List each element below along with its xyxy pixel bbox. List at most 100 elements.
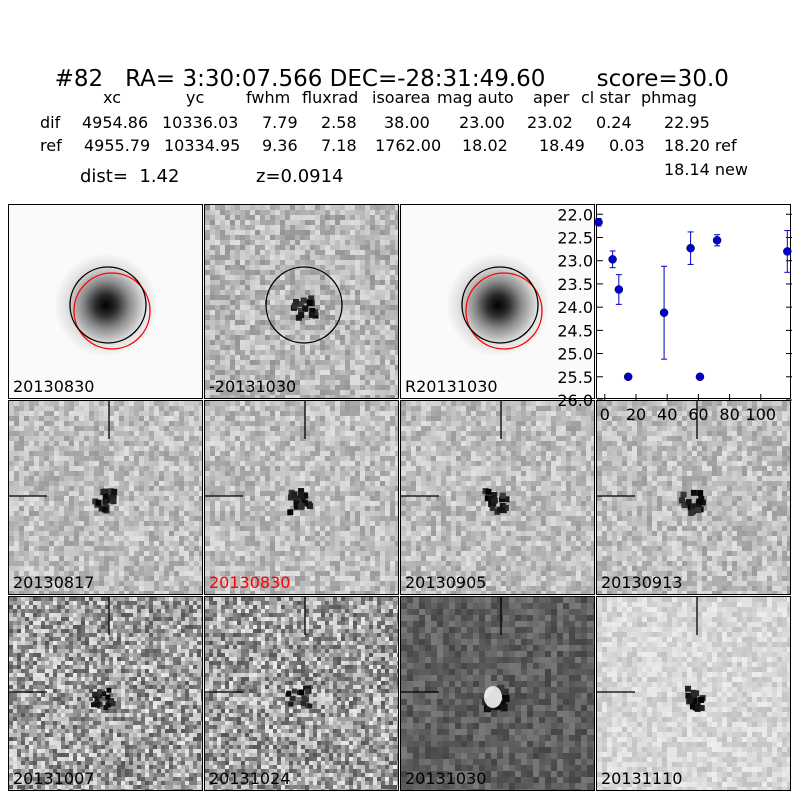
x-tick-label: 0 — [600, 405, 610, 424]
y-tick-label: 22.0 — [557, 205, 593, 224]
row-label: ref — [40, 136, 62, 155]
x-tick-label: 20 — [626, 405, 646, 424]
light-curve-chart: 22.0 22.5 23.0 23.5 24.0 24.5 25.0 25.5 26.0 0 20 4… — [557, 204, 792, 424]
stamp-date-label: 20130830 — [13, 377, 95, 396]
table-cell: 38.00 — [384, 113, 430, 132]
table-cell: 7.18 — [321, 136, 357, 155]
data-point — [659, 265, 669, 360]
stamp-date-label: R20131030 — [405, 377, 498, 396]
candidate-id: #82 — [54, 66, 104, 92]
y-tick-label: 22.5 — [557, 229, 593, 248]
stamp-date-label: 20131030 — [405, 769, 487, 788]
data-point — [686, 231, 695, 265]
stamp-image — [401, 401, 594, 594]
x-tick-label: 40 — [657, 405, 677, 424]
table-cell: 23.02 — [527, 113, 573, 132]
image-stamp: 20131030 — [400, 596, 595, 791]
col-header: fluxrad — [302, 88, 359, 107]
image-stamp: 20131007 — [8, 596, 203, 791]
image-stamp: 20131024 — [204, 596, 399, 791]
y-tick-label: 25.5 — [557, 368, 593, 387]
data-point — [608, 250, 617, 269]
image-stamp: R20131030 — [400, 204, 595, 399]
stamp-date-label: 20131024 — [209, 769, 291, 788]
table-cell: 4954.86 — [82, 113, 149, 132]
stamp-date-label: 20130830 — [209, 573, 291, 592]
aperture-circle-red — [73, 272, 151, 350]
stamp-image — [9, 401, 202, 594]
y-tick-label: 24.5 — [557, 321, 593, 340]
stamp-date-label: -20131030 — [209, 377, 297, 396]
col-header: mag auto — [437, 88, 514, 107]
stamp-image — [205, 597, 398, 790]
table-cell: 0.03 — [609, 136, 645, 155]
data-point — [623, 372, 633, 382]
table-cell: 18.49 — [539, 136, 585, 155]
col-header: isoarea — [372, 88, 431, 107]
table-cell: 9.36 — [262, 136, 298, 155]
table-cell: 1762.00 — [375, 136, 442, 155]
y-tick-label: 23.5 — [557, 275, 593, 294]
light-curve-svg: 22.0 22.5 23.0 23.5 24.0 24.5 25.0 25.5 26.0 0 20 4… — [557, 205, 792, 424]
table-cell: 0.24 — [596, 113, 632, 132]
image-stamp: 20130830 — [204, 400, 399, 595]
data-point — [695, 372, 705, 382]
table-cell: 4955.79 — [84, 136, 151, 155]
x-tick-label: 80 — [719, 405, 739, 424]
table-cell: 18.02 — [462, 136, 508, 155]
row-label: dif — [40, 113, 61, 132]
image-stamp: 20130830 — [8, 204, 203, 399]
table-cell: 7.79 — [262, 113, 298, 132]
stamp-image — [597, 597, 790, 790]
candidate-coords: RA= 3:30:07.566 DEC=-28:31:49.60 — [125, 66, 546, 92]
data-point — [712, 234, 722, 247]
y-tick-label: 24.0 — [557, 298, 593, 317]
x-tick-label: 100 — [746, 405, 777, 424]
table-cell: 10336.03 — [162, 113, 239, 132]
table-cell: 23.00 — [459, 113, 505, 132]
image-stamp: 20130913 — [596, 400, 791, 595]
table-cell: 22.95 — [664, 113, 710, 132]
col-header: yc — [186, 88, 205, 107]
stamp-image — [597, 401, 790, 594]
phmag-new: 18.14 new — [664, 160, 748, 179]
stamp-image — [401, 205, 594, 398]
image-stamp: 20131110 — [596, 596, 791, 791]
table-cell: 18.20 ref — [664, 136, 737, 155]
aperture-circle — [265, 266, 343, 344]
col-header: cl star — [581, 88, 631, 107]
image-stamp: 20130905 — [400, 400, 595, 595]
stamp-image — [401, 597, 594, 790]
aperture-circle — [461, 266, 539, 344]
table-cell: 10334.95 — [164, 136, 241, 155]
y-tick-label: 25.0 — [557, 345, 593, 364]
aperture-circle — [69, 266, 147, 344]
candidate-score: score=30.0 — [596, 66, 729, 92]
col-header: aper — [533, 88, 570, 107]
stamp-date-label: 20130913 — [601, 573, 683, 592]
data-point — [783, 230, 792, 273]
x-tick-label: 60 — [688, 405, 708, 424]
col-header: fwhm — [246, 88, 291, 107]
image-stamp: 20130817 — [8, 400, 203, 595]
stamp-grid: 20130830 -20131030 R20131030 20130817 201308… — [8, 204, 792, 792]
stamp-image — [205, 205, 398, 398]
stamp-image — [9, 597, 202, 790]
dist-value: dist= 1.42 — [80, 166, 180, 187]
col-header: phmag — [641, 88, 697, 107]
page-title: #82 RA= 3:30:07.566 DEC=-28:31:49.60 sco… — [40, 40, 729, 92]
redshift-value: z=0.0914 — [256, 166, 344, 187]
stamp-date-label: 20130905 — [405, 573, 487, 592]
y-tick-label: 23.0 — [557, 252, 593, 271]
stamp-date-label: 20130817 — [13, 573, 95, 592]
data-point — [614, 274, 624, 305]
stamp-date-label: 20131007 — [13, 769, 95, 788]
stamp-image — [205, 401, 398, 594]
data-point — [594, 217, 603, 227]
table-cell: 2.58 — [321, 113, 357, 132]
stamp-image — [9, 205, 202, 398]
y-tick-label: 26.0 — [557, 391, 593, 410]
image-stamp: -20131030 — [204, 204, 399, 399]
aperture-circle-red — [465, 272, 543, 350]
stamp-date-label: 20131110 — [601, 769, 683, 788]
